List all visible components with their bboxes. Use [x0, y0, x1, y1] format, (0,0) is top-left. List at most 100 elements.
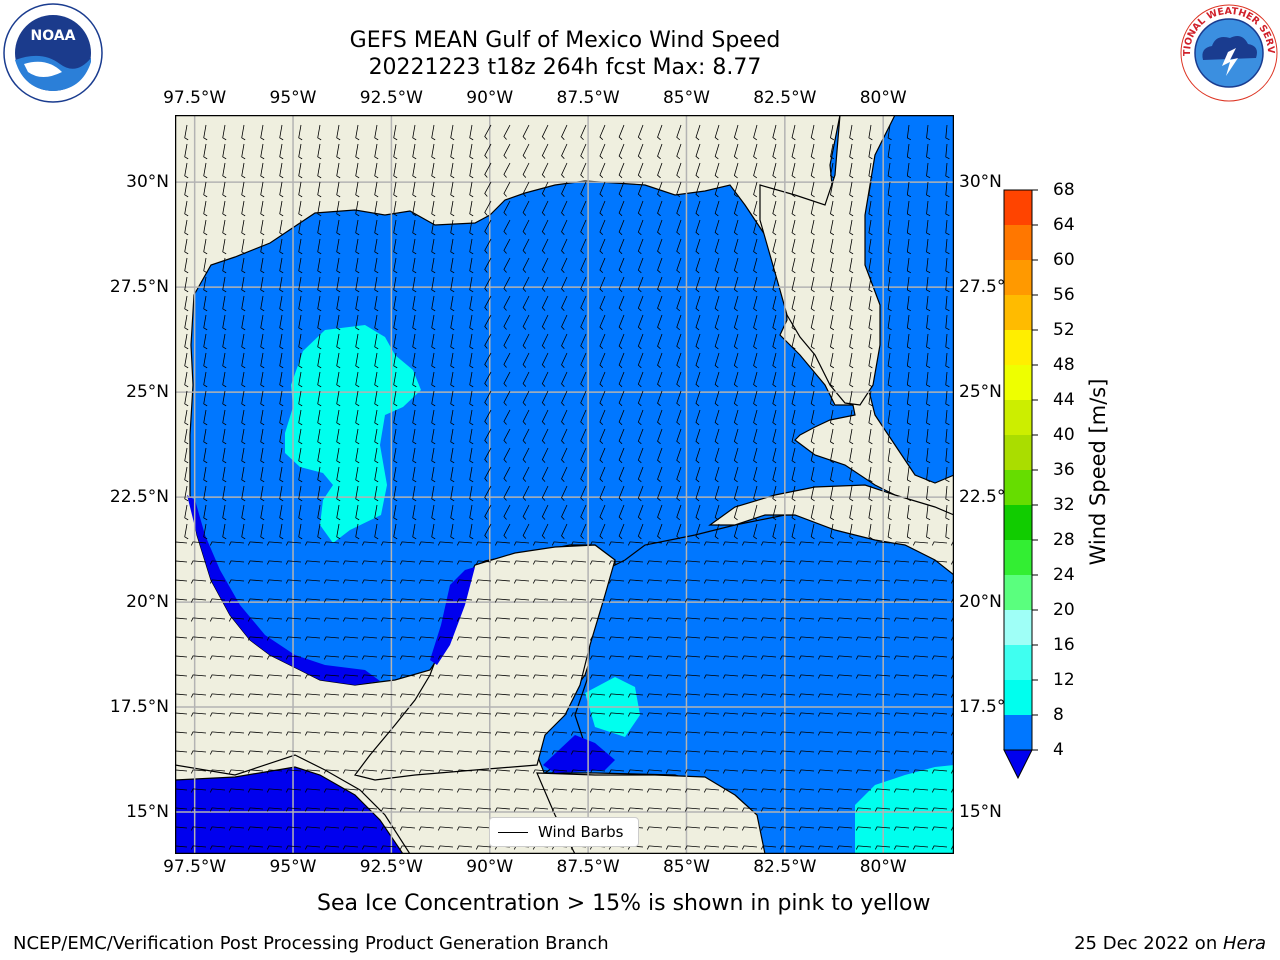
wind-barb [684, 769, 701, 774]
wind-barb [323, 712, 340, 717]
wind-barb [817, 807, 834, 812]
wind-barb [431, 219, 436, 236]
wind-barb [733, 371, 739, 388]
wind-barb [285, 674, 302, 679]
wind-barb [637, 485, 644, 502]
wind-barb [317, 314, 322, 331]
wind-barb [791, 276, 796, 293]
wind-barb [868, 295, 873, 312]
wind-barb [695, 314, 701, 331]
wind-barb [513, 693, 530, 698]
wind-barb [830, 333, 835, 350]
wind-barb [817, 579, 834, 584]
wind-barb [657, 485, 663, 502]
wind-barb [190, 826, 207, 831]
wind-barb [285, 636, 302, 641]
wind-barb [355, 314, 360, 331]
colorbar-tick: 56 [1053, 285, 1075, 305]
wind-barb [522, 238, 530, 254]
wind-barb [412, 257, 417, 274]
wind-barb [926, 333, 931, 350]
wind-barb [753, 504, 758, 521]
colorbar-tick: 4 [1053, 740, 1064, 760]
wind-barb [228, 693, 245, 698]
wind-barb [393, 219, 398, 236]
wind-barb [374, 257, 379, 274]
wind-barb [355, 124, 360, 141]
wind-barb [355, 238, 360, 255]
wind-barb [722, 579, 739, 584]
wind-barb [714, 523, 720, 540]
wind-barb [906, 523, 912, 540]
wind-barb [627, 769, 644, 774]
colorbar-tick: 48 [1053, 355, 1075, 375]
wind-barb [570, 579, 587, 584]
wind-barb [503, 124, 511, 140]
wind-barb [753, 295, 758, 312]
wind-barb [627, 788, 644, 793]
wind-barb [209, 674, 226, 679]
wind-barb [830, 238, 835, 255]
wind-barb [228, 826, 245, 831]
wind-barb [599, 523, 606, 540]
wind-barb [714, 162, 720, 179]
wind-barb [684, 693, 701, 698]
wind-barb [849, 504, 854, 521]
wind-barb [336, 485, 341, 502]
wind-barb [450, 333, 455, 350]
wind-barb [931, 845, 948, 850]
wind-barb [522, 181, 530, 197]
wind-barb [589, 655, 606, 660]
wind-barb [810, 352, 815, 369]
wind-barb [817, 617, 834, 622]
wind-barb [418, 636, 435, 641]
wind-barb [503, 466, 511, 482]
wind-barb [522, 162, 530, 178]
wind-barb [190, 579, 207, 584]
lon-tick-bottom: 92.5°W [359, 857, 423, 877]
wind-barb [703, 750, 720, 755]
wind-barb [714, 333, 720, 350]
wind-barb [279, 238, 284, 255]
wind-barb [931, 750, 948, 755]
graticule [175, 115, 954, 854]
wind-barb [247, 655, 264, 660]
wind-barb [317, 390, 322, 407]
wind-barb [532, 788, 549, 793]
wind-barb [374, 143, 379, 160]
wind-barb [817, 636, 834, 641]
run-date: 25 Dec 2022 on Hera [1074, 933, 1266, 954]
colorbar-segment [1004, 680, 1032, 715]
wind-barb [431, 181, 436, 198]
wind-barb [241, 390, 246, 407]
wind-barb [222, 314, 227, 331]
wind-barb [912, 655, 929, 660]
wind-barb [695, 124, 701, 141]
wind-barb [503, 390, 511, 406]
wind-barb [580, 523, 587, 540]
wind-barb [665, 598, 682, 603]
wind-barb [561, 257, 568, 273]
wind-barb [810, 504, 815, 521]
wind-barb [412, 371, 417, 388]
wind-barb [522, 466, 530, 482]
wind-barb [228, 560, 245, 565]
wind-barb [760, 674, 777, 679]
wind-barb [627, 693, 644, 698]
wind-barb [522, 428, 530, 444]
wind-barb [285, 845, 302, 850]
wind-barb [931, 807, 948, 812]
colorbar-segment [1004, 190, 1032, 225]
wind-barb [753, 162, 758, 179]
wind-barb [522, 447, 530, 463]
wind-barb [695, 428, 701, 445]
wind-barb [374, 371, 379, 388]
lat-tick-left: 15°N [126, 802, 169, 822]
wind-barb [437, 750, 454, 755]
wind-barb [855, 693, 872, 698]
wind-barb [887, 390, 892, 407]
wind-barb [945, 124, 950, 141]
producer-credit: NCEP/EMC/Verification Post Processing Pr… [13, 933, 609, 954]
wind-barb [912, 845, 929, 850]
wind-barb [810, 523, 815, 540]
